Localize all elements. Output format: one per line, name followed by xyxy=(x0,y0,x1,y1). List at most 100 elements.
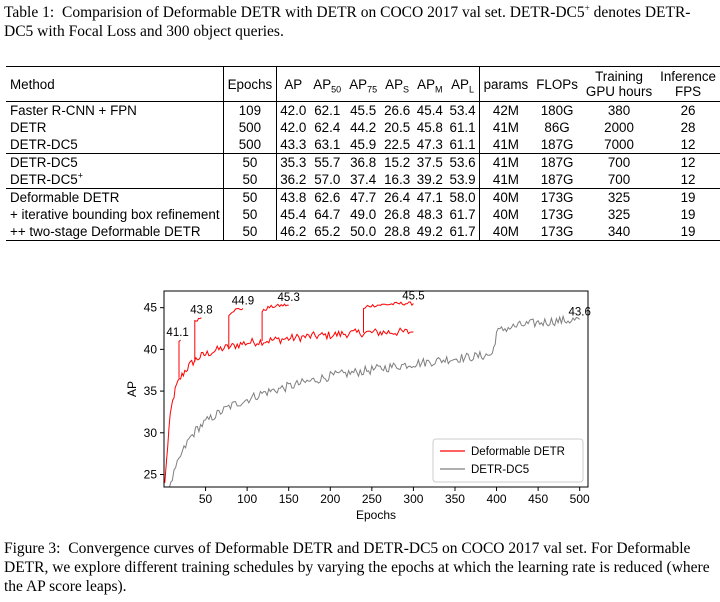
cell-aps: 22.5 xyxy=(384,137,411,152)
header-aps: APS xyxy=(381,66,414,102)
cell-ap75: 45.5 xyxy=(345,101,382,119)
cell-apm: 47.1 xyxy=(413,188,447,206)
figure-caption-label: Figure 3: xyxy=(4,540,61,557)
x-tick-label-350: 350 xyxy=(445,492,465,506)
x-tick-label-100: 100 xyxy=(237,492,257,506)
cell-params: 42M xyxy=(478,101,533,119)
series-branch-deformable-detr-3 xyxy=(261,303,289,341)
cell-ap50: 62.4 xyxy=(314,120,341,135)
y-tick-label-30: 30 xyxy=(144,426,158,440)
cell-fps: 12 xyxy=(656,153,720,171)
chart-annotation-layer: 41.143.8 44.9 45.3 45.5 43.6 xyxy=(166,291,590,340)
cell-epochs: 50 xyxy=(222,188,277,206)
cell-epochs: 50 xyxy=(222,153,277,171)
series-branch-deformable-detr-2 xyxy=(228,307,244,347)
cell-gpu: 325 xyxy=(581,188,657,206)
cell-flops: 187G xyxy=(540,137,574,152)
table-row: Faster R-CNN + FPN 109 42.0 62.1 45.5 26.6 45.… xyxy=(6,101,720,119)
header-apl: APL xyxy=(446,66,480,102)
y-tick-label-40: 40 xyxy=(144,342,158,356)
cell-fps: 19 xyxy=(656,223,720,241)
cell-aps: 20.5 xyxy=(384,120,411,135)
cell-method: DETR-DC5 xyxy=(10,137,78,152)
cell-apl: 53.9 xyxy=(449,172,476,187)
cell-gpu: 2000 xyxy=(604,120,634,135)
cell-apm: 49.2 xyxy=(413,223,447,241)
cell-apl: 61.7 xyxy=(449,207,476,222)
cell-flops: 173G xyxy=(540,207,574,222)
header-ap: AP xyxy=(276,66,310,102)
plot-frame xyxy=(163,290,589,488)
cell-ap: 36.2 xyxy=(276,171,310,189)
series-line-detr-dc5 xyxy=(164,314,581,487)
cell-epochs: 50 xyxy=(222,223,277,241)
cell-gpu: 340 xyxy=(581,223,657,241)
cell-params: 40M xyxy=(478,223,533,241)
cell-params: 41M xyxy=(478,153,533,171)
cell-method: DETR-DC5 xyxy=(6,153,224,171)
cell-method: ++ two-stage Deformable DETR xyxy=(6,223,224,241)
table-caption: Table 1: Comparision of Deformable DETR … xyxy=(4,3,716,41)
convergence-chart: 41.143.8 44.9 45.3 45.5 43.6 50 100 150 200 250 3… xyxy=(125,290,591,522)
x-tick-label-250: 250 xyxy=(362,492,382,506)
cell-apm: 37.5 xyxy=(413,153,447,171)
cell-epochs: 500 xyxy=(222,119,277,136)
figure-caption: Figure 3: Convergence curves of Deformab… xyxy=(4,539,716,596)
cell-params: 40M xyxy=(478,188,533,206)
x-tick-label-450: 450 xyxy=(528,492,548,506)
x-tick-label-300: 300 xyxy=(403,492,423,506)
cell-apl: 61.1 xyxy=(449,120,476,135)
table-caption-text: Comparision of Deformable DETR with DETR… xyxy=(62,4,585,21)
series-branch-deformable-detr-1 xyxy=(194,317,202,362)
cell-apm: 39.2 xyxy=(416,172,443,187)
cell-epochs: 500 xyxy=(222,136,277,154)
cell-fps: 19 xyxy=(680,207,696,222)
x-tick-label-50: 50 xyxy=(199,492,213,506)
cell-fps: 26 xyxy=(656,101,720,119)
cell-epochs: 50 xyxy=(222,206,277,223)
cell-apm: 45.8 xyxy=(416,120,443,135)
data-label-deformable-detr-0: 41.1 xyxy=(166,327,188,339)
series-detr-dc5 xyxy=(164,314,581,487)
cell-ap: 35.3 xyxy=(276,153,310,171)
cell-params: 41M xyxy=(478,136,533,154)
table-row: DETR-DC5+ 50 36.2 57.0 37.4 16.3 39.2 53.9 41M 18… xyxy=(6,171,720,189)
cell-apl: 61.7 xyxy=(446,223,480,241)
cell-gpu: 7000 xyxy=(604,137,634,152)
legend-label-detr-dc5: DETR-DC5 xyxy=(471,464,529,476)
series-branch-deformable-detr-4 xyxy=(363,301,414,333)
cell-method: DETR-DC5+ xyxy=(10,170,83,187)
table-caption-text2: denotes DETR-DC5 with Focal Loss and 300… xyxy=(4,4,691,40)
cell-fps: 12 xyxy=(680,137,696,152)
cell-aps: 28.8 xyxy=(381,223,414,241)
cell-ap: 43.8 xyxy=(276,188,310,206)
cell-ap50: 63.1 xyxy=(314,137,341,152)
cell-apl: 61.1 xyxy=(449,137,476,152)
chart-legend: Deformable DETR DETR-DC5 xyxy=(432,438,584,483)
x-tick-label-200: 200 xyxy=(320,492,340,506)
table-caption-label: Table 1: xyxy=(4,4,55,21)
header-ap50: AP50 xyxy=(309,66,346,102)
cell-gpu: 700 xyxy=(607,172,631,187)
cell-flops: 187G xyxy=(540,172,574,187)
cell-gpu: 700 xyxy=(581,153,657,171)
table-row: DETR-DC5 50 35.3 55.7 36.8 15.2 37.5 53.6 41M 187… xyxy=(6,153,720,171)
header-params: params xyxy=(478,66,533,102)
cell-method: Deformable DETR xyxy=(6,188,224,206)
y-tick-label-25: 25 xyxy=(144,467,158,481)
cell-apl: 58.0 xyxy=(446,188,480,206)
cell-ap75: 47.7 xyxy=(345,188,382,206)
cell-fps: 12 xyxy=(680,172,696,187)
cell-gpu: 325 xyxy=(607,207,631,222)
table-row: DETR-DC5 500 43.3 63.1 45.9 22.5 47.3 61.1 41M 18… xyxy=(6,136,720,154)
series-deformable-detr xyxy=(164,301,414,483)
cell-ap75: 44.2 xyxy=(350,120,377,135)
header-epochs: Epochs xyxy=(222,66,277,102)
y-tick-label-45: 45 xyxy=(144,301,158,315)
cell-ap50: 57.0 xyxy=(314,172,341,187)
chart-axes-layer: 50 100 150 200 250 300 350 400 450 500 25 30 35 40 45 xyxy=(144,301,590,506)
results-table: Method Epochs AP AP50 AP75 APS APM APL p… xyxy=(6,66,720,241)
table-row: DETR 500 42.0 62.4 44.2 20.5 45.8 61.1 41M 86G 200… xyxy=(6,119,720,136)
cell-epochs: 109 xyxy=(222,101,277,119)
cell-ap50: 55.7 xyxy=(309,153,346,171)
